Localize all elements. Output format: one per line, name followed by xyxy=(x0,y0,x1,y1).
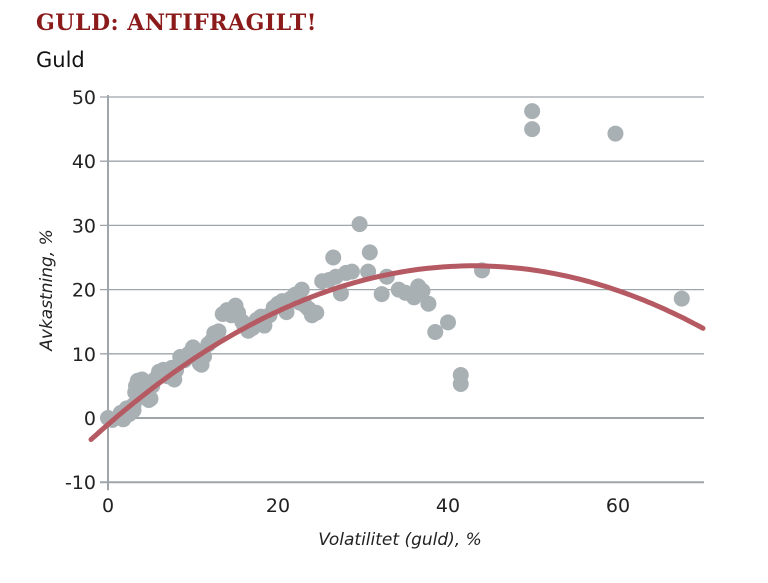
data-point xyxy=(427,323,444,340)
data-point xyxy=(524,103,541,120)
data-point xyxy=(308,304,325,321)
data-point xyxy=(673,290,690,307)
y-tick-label: 20 xyxy=(72,280,96,302)
y-tick-label: 50 xyxy=(72,87,96,109)
y-axis-label: Avkastning, % xyxy=(37,229,57,352)
data-point xyxy=(452,375,469,392)
trend-line xyxy=(88,263,706,442)
y-tick-label: -10 xyxy=(65,472,96,494)
x-tick-label: 40 xyxy=(436,495,460,517)
data-point xyxy=(440,314,456,331)
data-point xyxy=(420,295,437,312)
chart-title: GULD: ANTIFRAGILT! xyxy=(36,10,317,36)
y-tick-label: 10 xyxy=(72,344,96,366)
x-axis-label: Volatilitet (guld), % xyxy=(318,530,482,550)
data-point xyxy=(293,281,310,298)
data-point xyxy=(343,263,360,280)
data-point xyxy=(351,216,368,233)
y-tick-label: 0 xyxy=(84,408,96,430)
y-tick-label: 30 xyxy=(72,215,96,237)
chart-subtitle: Guld xyxy=(36,48,85,72)
x-tick-label: 60 xyxy=(606,495,630,517)
data-point xyxy=(414,282,431,299)
data-point xyxy=(210,323,227,340)
x-tick-label: 0 xyxy=(102,495,114,517)
y-tick-label: 40 xyxy=(72,151,96,173)
data-point xyxy=(373,286,390,303)
data-point xyxy=(524,121,541,138)
x-tick-label: 20 xyxy=(266,495,290,517)
data-point xyxy=(361,244,378,261)
data-point xyxy=(325,249,342,266)
data-point xyxy=(607,125,624,142)
